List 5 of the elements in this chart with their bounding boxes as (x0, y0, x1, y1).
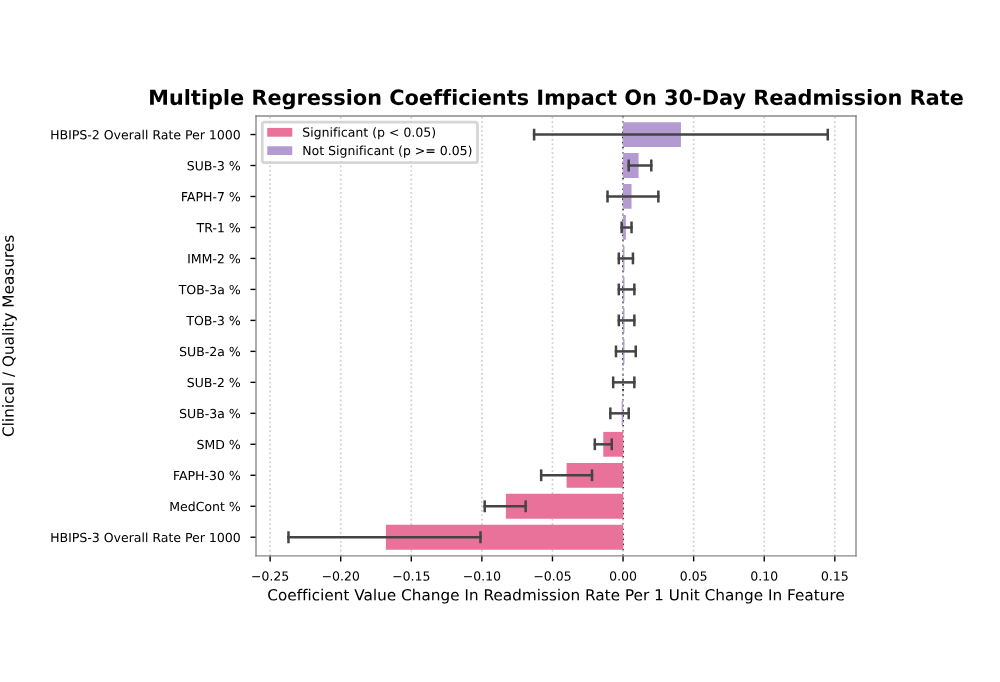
chart-title: Multiple Regression Coefficients Impact On 30-Day Readmission Rate (150, 89, 963, 110)
bar (603, 431, 624, 457)
bar (505, 493, 624, 519)
bar (566, 462, 624, 488)
bar (385, 524, 624, 550)
